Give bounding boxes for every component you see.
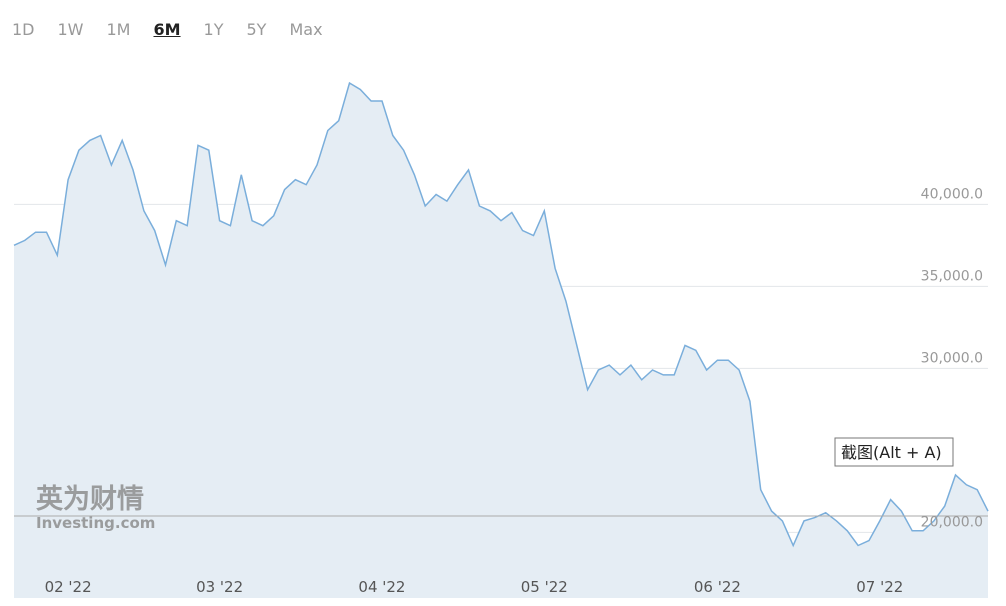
range-buttons: 1D 1W 1M 6M 1Y 5Y Max	[12, 20, 346, 39]
range-button[interactable]: 5Y	[246, 20, 267, 39]
watermark-brand: 英为财情	[36, 484, 144, 515]
range-button[interactable]: 1M	[106, 20, 131, 39]
range-button[interactable]: 6M	[153, 20, 181, 39]
area-fill	[14, 83, 988, 598]
y-tick-label: 35,000.0	[921, 268, 983, 284]
watermark-site: Investing.com	[36, 514, 155, 532]
x-tick-label: 05 '22	[521, 578, 568, 596]
x-tick-label: 06 '22	[694, 578, 741, 596]
x-tick-label: 04 '22	[358, 578, 405, 596]
price-line	[13, 81, 989, 548]
y-tick-label: 30,000.0	[921, 350, 983, 366]
tooltip-text: 截图(Alt + A)	[841, 443, 942, 462]
x-tick-label: 03 '22	[196, 578, 243, 596]
range-button[interactable]: 1Y	[203, 20, 224, 39]
tooltip-box	[834, 437, 954, 467]
y-tick-label: 20,000.0	[921, 514, 983, 530]
y-tick-label: 40,000.0	[921, 186, 983, 202]
plot	[13, 81, 989, 598]
range-button[interactable]: 1D	[12, 20, 35, 39]
x-tick-label: 02 '22	[45, 578, 92, 596]
x-tick-label: 07 '22	[856, 578, 903, 596]
range-button[interactable]: Max	[289, 20, 323, 39]
range-button[interactable]: 1W	[57, 20, 84, 39]
labels: 20,000.0 30,000.0 35,000.0 40,000.0 02 '22 03…	[45, 186, 983, 596]
